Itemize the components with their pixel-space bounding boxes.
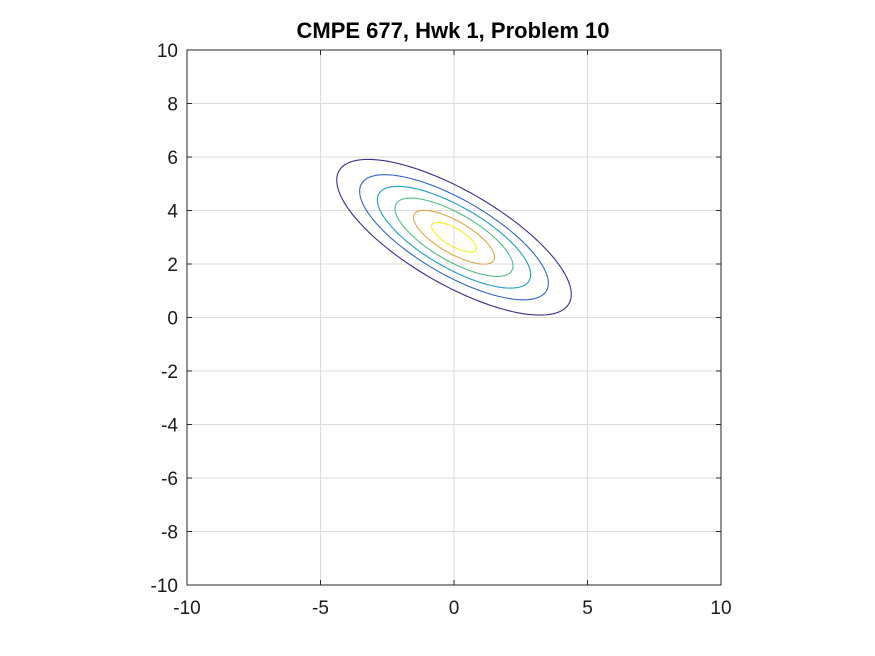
grid-lines — [186, 49, 722, 586]
axis-ticks: -10 -5 0 5 10 -10 -8 -6 -4 -2 0 2 4 6 8 10 — [151, 41, 732, 619]
x-tick-label: 10 — [710, 598, 731, 619]
y-tick-label: -10 — [151, 576, 178, 597]
y-tick-label: -6 — [161, 469, 178, 490]
x-tick-label: -10 — [173, 598, 200, 619]
contour-line-level-1 — [336, 158, 572, 316]
x-tick-label: -5 — [312, 598, 329, 619]
contour-lines — [336, 158, 572, 316]
y-tick-label: 4 — [167, 202, 178, 223]
y-tick-label: 0 — [167, 309, 178, 330]
y-tick-label: 6 — [167, 148, 178, 169]
x-tick-label: 5 — [582, 598, 593, 619]
contour-line-level-2 — [359, 174, 549, 301]
y-tick-label: -8 — [161, 523, 178, 544]
x-tick-label: 0 — [449, 598, 460, 619]
contour-line-level-3 — [376, 185, 532, 289]
chart-title: CMPE 677, Hwk 1, Problem 10 — [296, 18, 609, 43]
y-tick-label: 10 — [157, 41, 178, 62]
y-tick-label: -4 — [161, 416, 178, 437]
contour-line-level-6 — [431, 221, 477, 253]
y-tick-label: -2 — [161, 362, 178, 383]
y-tick-label: 2 — [167, 255, 178, 276]
contour-line-level-5 — [412, 209, 496, 265]
contour-line-level-4 — [394, 197, 514, 277]
y-tick-label: 8 — [167, 95, 178, 116]
